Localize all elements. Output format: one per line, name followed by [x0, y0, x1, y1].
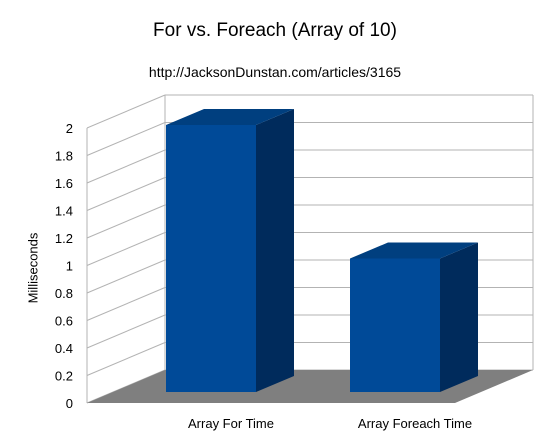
y-tick-label: 0.2: [55, 369, 73, 384]
side-wall-gridline: [86, 287, 166, 321]
x-category-label: Array Foreach Time: [358, 416, 472, 431]
bar-side-face: [440, 242, 478, 392]
y-tick-label: 1.4: [55, 204, 73, 219]
y-tick-label: 0.8: [55, 286, 73, 301]
side-wall-gridline: [86, 122, 166, 156]
side-wall-gridline: [86, 149, 166, 184]
x-category-label: Array For Time: [188, 416, 274, 431]
bar-top-face: [166, 109, 294, 125]
y-tick-label: 0.4: [55, 341, 73, 356]
side-wall-gridline: [86, 259, 166, 294]
bar-side-face: [256, 109, 294, 392]
side-wall-gridline: [86, 232, 166, 266]
chart-title: For vs. Foreach (Array of 10): [153, 20, 397, 41]
bar: [350, 258, 440, 392]
bar: [166, 125, 256, 392]
y-tick-label: 1: [66, 259, 73, 274]
side-wall-gridline: [86, 314, 166, 349]
side-wall-gridline: [86, 342, 166, 376]
y-tick-label: 2: [66, 121, 73, 136]
chart-subtitle: http://JacksonDunstan.com/articles/3165: [148, 64, 402, 80]
y-tick-label: 1.6: [55, 176, 73, 191]
side-wall-gridline: [86, 204, 166, 239]
side-wall-gridline: [86, 177, 166, 211]
side-wall-gridline: [86, 94, 166, 129]
y-tick-label: 0.6: [55, 314, 73, 329]
y-tick-label: 0: [66, 396, 73, 411]
y-tick-label: 1.2: [55, 231, 73, 246]
bar-top-face: [350, 242, 478, 259]
y-tick-label: 1.8: [55, 149, 73, 164]
